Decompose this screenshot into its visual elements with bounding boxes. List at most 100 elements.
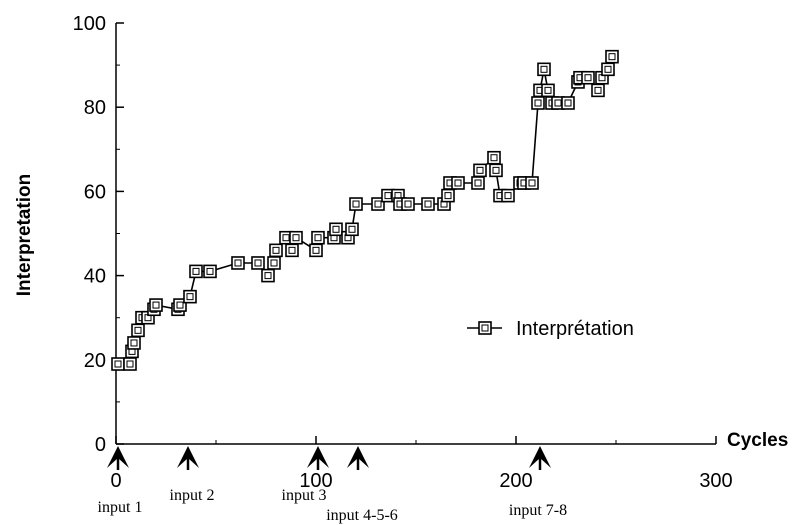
data-point-marker-inner bbox=[206, 267, 214, 275]
data-point-marker-inner bbox=[454, 179, 462, 187]
legend: Interprétation bbox=[467, 318, 634, 340]
data-point-marker-inner bbox=[404, 200, 412, 208]
y-tick-label: 60 bbox=[84, 181, 106, 203]
data-point-marker-inner bbox=[134, 326, 142, 334]
up-arrow-icon bbox=[347, 446, 369, 468]
data-point-marker-inner bbox=[348, 225, 356, 233]
data-point bbox=[541, 83, 555, 98]
data-point bbox=[267, 256, 281, 270]
data-point bbox=[341, 230, 355, 245]
data-point-marker-inner bbox=[314, 234, 322, 242]
data-point bbox=[231, 256, 245, 270]
data-point bbox=[525, 176, 539, 190]
y-tick-label: 80 bbox=[84, 97, 106, 119]
input-annotation: input 3 bbox=[282, 446, 329, 504]
data-point-marker-inner bbox=[176, 301, 184, 309]
data-point bbox=[591, 83, 605, 98]
data-point-marker-inner bbox=[584, 74, 592, 82]
data-point-marker-inner bbox=[292, 234, 300, 242]
y-tick-label: 40 bbox=[84, 266, 106, 288]
x-tick-label: 100 bbox=[299, 470, 332, 492]
data-point bbox=[251, 256, 265, 270]
data-point bbox=[441, 188, 455, 203]
annotation-label: input 1 bbox=[98, 499, 143, 516]
data-point bbox=[421, 197, 435, 211]
data-point bbox=[269, 243, 283, 258]
axes: 0 20 40 60 80 100 0 100 200 300 bbox=[73, 13, 733, 492]
x-tick-label: 0 bbox=[110, 470, 121, 492]
data-point-marker-inner bbox=[126, 360, 134, 368]
data-point bbox=[311, 230, 325, 245]
data-point-marker-inner bbox=[604, 65, 612, 73]
data-point bbox=[183, 289, 197, 304]
data-point bbox=[581, 70, 595, 85]
data-point-marker-inner bbox=[476, 166, 484, 174]
data-point bbox=[489, 163, 503, 178]
data-point bbox=[605, 49, 619, 64]
data-point-marker-inner bbox=[374, 200, 382, 208]
data-point bbox=[111, 357, 125, 371]
data-point bbox=[537, 62, 551, 77]
x-tick-label: 300 bbox=[699, 470, 732, 492]
data-point bbox=[329, 222, 343, 237]
y-tick-label: 20 bbox=[84, 350, 106, 372]
data-point bbox=[131, 323, 145, 338]
data-point-marker-inner bbox=[444, 192, 452, 200]
data-point bbox=[127, 336, 141, 350]
series-layer bbox=[111, 49, 619, 371]
data-point bbox=[189, 264, 203, 279]
up-arrow-icon bbox=[307, 446, 329, 468]
data-point bbox=[371, 197, 385, 211]
data-point-marker-inner bbox=[424, 200, 432, 208]
data-point-marker-inner bbox=[234, 259, 242, 267]
data-point-marker-inner bbox=[272, 246, 280, 254]
data-point bbox=[261, 268, 275, 283]
data-point-marker-inner bbox=[594, 86, 602, 94]
data-point bbox=[349, 197, 363, 211]
data-point-marker-inner bbox=[332, 225, 340, 233]
data-point bbox=[289, 230, 303, 245]
data-point-marker-inner bbox=[254, 259, 262, 267]
data-point-marker-inner bbox=[288, 246, 296, 254]
data-point-marker-inner bbox=[192, 267, 200, 275]
annotation-label: input 7-8 bbox=[509, 502, 567, 519]
data-point-marker-inner bbox=[492, 166, 500, 174]
y-axis-title: Interpretation bbox=[14, 174, 35, 296]
data-point-marker-inner bbox=[534, 99, 542, 107]
data-point-marker-inner bbox=[152, 301, 160, 309]
data-point-marker-inner bbox=[504, 192, 512, 200]
input-annotation: input 2 bbox=[170, 446, 214, 504]
input-annotation: input 7-8 bbox=[509, 446, 567, 519]
x-axis-title: Cycles bbox=[727, 430, 788, 451]
data-point bbox=[149, 298, 163, 312]
data-point bbox=[345, 222, 359, 237]
data-point-marker-inner bbox=[282, 234, 290, 242]
data-point-marker-inner bbox=[312, 246, 320, 254]
data-point bbox=[285, 243, 299, 258]
data-point-marker-inner bbox=[528, 179, 536, 187]
data-point bbox=[173, 298, 187, 312]
data-point bbox=[487, 150, 501, 165]
data-point-marker-inner bbox=[564, 99, 572, 107]
data-point bbox=[123, 357, 137, 371]
data-point bbox=[501, 188, 515, 203]
data-point bbox=[203, 264, 217, 279]
up-arrow-icon bbox=[107, 446, 129, 468]
data-point-marker-inner bbox=[490, 154, 498, 162]
data-point-marker-inner bbox=[474, 179, 482, 187]
y-tick-label: 0 bbox=[95, 434, 106, 456]
y-tick-label: 100 bbox=[73, 13, 106, 35]
data-point-marker-inner bbox=[130, 339, 138, 347]
legend-label: Interprétation bbox=[516, 318, 634, 340]
data-point bbox=[561, 96, 575, 110]
data-point-marker-inner bbox=[384, 192, 392, 200]
data-point-marker-inner bbox=[608, 53, 616, 61]
annotation-label: input 3 bbox=[282, 487, 327, 504]
data-point bbox=[601, 62, 615, 77]
data-point-marker-inner bbox=[270, 259, 278, 267]
input-annotations: input 1 input 2 input 3 input 4-5-6 input 7-… bbox=[98, 446, 567, 524]
data-point-marker-inner bbox=[544, 86, 552, 94]
x-tick-label: 200 bbox=[499, 470, 532, 492]
data-point-marker-inner bbox=[186, 293, 194, 301]
